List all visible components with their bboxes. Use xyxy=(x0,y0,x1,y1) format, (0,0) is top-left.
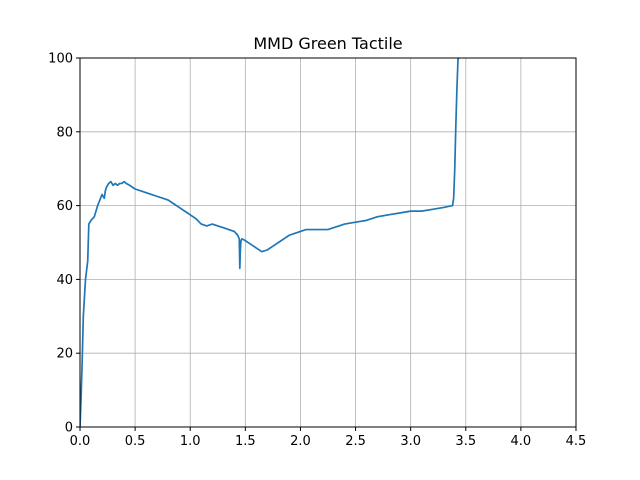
y-tick-label: 100 xyxy=(48,52,73,67)
y-tick-label: 0 xyxy=(65,421,73,436)
y-tick-label: 40 xyxy=(56,273,73,288)
x-tick-label: 0.5 xyxy=(125,434,146,449)
x-tick-label: 1.5 xyxy=(235,434,256,449)
x-tick-label: 4.5 xyxy=(566,434,587,449)
series-layer xyxy=(80,58,461,427)
x-tick-label: 0.0 xyxy=(70,434,91,449)
x-tick-label: 3.0 xyxy=(400,434,421,449)
y-tick-label: 20 xyxy=(56,347,73,362)
y-tick-label: 60 xyxy=(56,199,73,214)
axes-frame xyxy=(79,57,577,428)
x-tick-label: 4.0 xyxy=(511,434,532,449)
x-tick-label: 2.0 xyxy=(290,434,311,449)
series-line xyxy=(80,58,461,427)
x-tick-label: 3.5 xyxy=(455,434,476,449)
x-tick-label: 1.0 xyxy=(180,434,201,449)
y-tick-label: 80 xyxy=(56,125,73,140)
chart-title: MMD Green Tactile xyxy=(253,34,402,53)
x-tick-label: 2.5 xyxy=(345,434,366,449)
ticks: 0.0 0.5 1.0 1.5 2.0 2.5 3.0 3.5 4.0 4.5 0 20 40 60 80 1… xyxy=(48,52,586,450)
